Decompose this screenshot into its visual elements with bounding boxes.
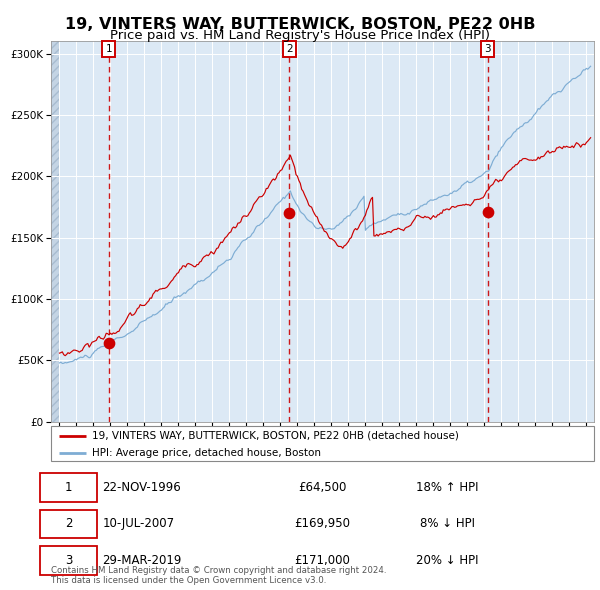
Bar: [51, 41, 59, 422]
Text: 3: 3: [484, 44, 491, 54]
Point: [483, 207, 493, 217]
Text: £169,950: £169,950: [295, 517, 350, 530]
Text: Contains HM Land Registry data © Crown copyright and database right 2024.
This d: Contains HM Land Registry data © Crown c…: [51, 566, 386, 585]
Text: 18% ↑ HPI: 18% ↑ HPI: [416, 481, 479, 494]
Text: 2: 2: [65, 517, 73, 530]
Point: [104, 338, 113, 348]
FancyBboxPatch shape: [40, 473, 97, 501]
FancyBboxPatch shape: [40, 546, 97, 575]
Text: 1: 1: [65, 481, 73, 494]
FancyBboxPatch shape: [51, 426, 594, 461]
Text: Price paid vs. HM Land Registry's House Price Index (HPI): Price paid vs. HM Land Registry's House …: [110, 30, 490, 42]
Text: 1: 1: [106, 44, 112, 54]
Text: 19, VINTERS WAY, BUTTERWICK, BOSTON, PE22 0HB: 19, VINTERS WAY, BUTTERWICK, BOSTON, PE2…: [65, 17, 535, 31]
Text: £64,500: £64,500: [298, 481, 347, 494]
FancyBboxPatch shape: [40, 510, 97, 538]
Text: 2: 2: [286, 44, 292, 54]
Text: 29-MAR-2019: 29-MAR-2019: [103, 554, 182, 567]
Text: 19, VINTERS WAY, BUTTERWICK, BOSTON, PE22 0HB (detached house): 19, VINTERS WAY, BUTTERWICK, BOSTON, PE2…: [92, 431, 458, 441]
Text: 3: 3: [65, 554, 73, 567]
Text: HPI: Average price, detached house, Boston: HPI: Average price, detached house, Bost…: [92, 448, 321, 457]
Text: 20% ↓ HPI: 20% ↓ HPI: [416, 554, 479, 567]
Point: [284, 208, 294, 218]
Text: 8% ↓ HPI: 8% ↓ HPI: [420, 517, 475, 530]
Text: £171,000: £171,000: [295, 554, 350, 567]
Text: 10-JUL-2007: 10-JUL-2007: [103, 517, 175, 530]
Text: 22-NOV-1996: 22-NOV-1996: [103, 481, 181, 494]
